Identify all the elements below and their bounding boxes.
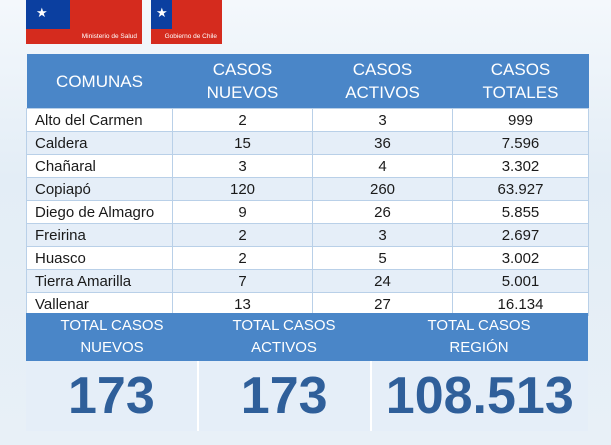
cell-totales: 5.001 xyxy=(452,269,589,293)
star-icon: ★ xyxy=(36,5,48,20)
header-casos-activos: CASOS ACTIVOS xyxy=(312,54,453,109)
table-row: Freirina 2 3 2.697 xyxy=(26,223,589,247)
ministerio-label: Ministerio de Salud xyxy=(26,29,142,44)
cell-activos: 3 xyxy=(312,108,453,132)
cell-activos: 27 xyxy=(312,292,453,316)
cell-activos: 260 xyxy=(312,177,453,201)
cell-totales: 999 xyxy=(452,108,589,132)
cell-comuna: Huasco xyxy=(26,246,173,270)
table-row: Copiapó 120 260 63.927 xyxy=(26,177,589,201)
cell-nuevos: 9 xyxy=(172,200,313,224)
table-row: Diego de Almagro 9 26 5.855 xyxy=(26,200,589,224)
table-row: Vallenar 13 27 16.134 xyxy=(26,292,589,316)
cell-comuna: Copiapó xyxy=(26,177,173,201)
cell-nuevos: 3 xyxy=(172,154,313,178)
header-casos-nuevos: CASOS NUEVOS xyxy=(172,54,313,109)
table-row: Tierra Amarilla 7 24 5.001 xyxy=(26,269,589,293)
table-header-row: COMUNAS CASOS NUEVOS CASOS ACTIVOS CASOS TO… xyxy=(26,54,589,109)
chile-flag-icon: ★ xyxy=(26,0,142,29)
cell-activos: 3 xyxy=(312,223,453,247)
cell-nuevos: 7 xyxy=(172,269,313,293)
total-nuevos-value: 173 xyxy=(26,361,199,431)
cell-totales: 63.927 xyxy=(452,177,589,201)
total-region-value: 108.513 xyxy=(385,367,574,425)
cell-totales: 3.002 xyxy=(452,246,589,270)
cell-activos: 5 xyxy=(312,246,453,270)
table-body: Alto del Carmen 2 3 999 Caldera 15 36 7.596 Chañ… xyxy=(26,108,589,316)
cell-activos: 4 xyxy=(312,154,453,178)
cell-totales: 7.596 xyxy=(452,131,589,155)
cell-nuevos: 2 xyxy=(172,223,313,247)
cell-activos: 24 xyxy=(312,269,453,293)
cell-comuna: Tierra Amarilla xyxy=(26,269,173,293)
table-row: Huasco 2 5 3.002 xyxy=(26,246,589,270)
table-row: Alto del Carmen 2 3 999 xyxy=(26,108,589,132)
cell-comuna: Alto del Carmen xyxy=(26,108,173,132)
gobierno-de-chile-logo: ★ Gobierno de Chile xyxy=(151,0,222,44)
total-nuevos-label: TOTAL CASOS NUEVOS xyxy=(60,317,164,356)
gobierno-label: Gobierno de Chile xyxy=(151,29,222,44)
cell-nuevos: 2 xyxy=(172,246,313,270)
table-row: Caldera 15 36 7.596 xyxy=(26,131,589,155)
cell-comuna: Freirina xyxy=(26,223,173,247)
cell-comuna: Caldera xyxy=(26,131,173,155)
cell-totales: 2.697 xyxy=(452,223,589,247)
cell-nuevos: 2 xyxy=(172,108,313,132)
ministerio-de-salud-logo: ★ Ministerio de Salud xyxy=(26,0,142,44)
chile-flag-icon: ★ xyxy=(151,0,222,29)
cell-totales: 3.302 xyxy=(452,154,589,178)
table-row: Chañaral 3 4 3.302 xyxy=(26,154,589,178)
cell-nuevos: 120 xyxy=(172,177,313,201)
cell-nuevos: 13 xyxy=(172,292,313,316)
totals-values: 173 173 108.513 xyxy=(26,361,588,431)
cell-totales: 5.855 xyxy=(452,200,589,224)
cell-totales: 16.134 xyxy=(452,292,589,316)
header-comunas: COMUNAS xyxy=(26,54,173,109)
totals-header: TOTAL CASOS NUEVOS TOTAL CASOS ACTIVOS TOT… xyxy=(26,313,588,361)
totals-panel: TOTAL CASOS NUEVOS TOTAL CASOS ACTIVOS TOT… xyxy=(26,313,588,431)
cases-table: COMUNAS CASOS NUEVOS CASOS ACTIVOS CASOS TO… xyxy=(26,54,589,316)
cell-activos: 36 xyxy=(312,131,453,155)
cell-nuevos: 15 xyxy=(172,131,313,155)
cell-activos: 26 xyxy=(312,200,453,224)
cell-comuna: Chañaral xyxy=(26,154,173,178)
cell-comuna: Diego de Almagro xyxy=(26,200,173,224)
star-icon: ★ xyxy=(156,5,168,20)
total-region-label: TOTAL CASOS REGIÓN xyxy=(427,317,531,356)
header-casos-totales: CASOS TOTALES xyxy=(452,54,589,109)
total-activos-label: TOTAL CASOS ACTIVOS xyxy=(232,317,336,356)
total-activos-value: 173 xyxy=(199,361,372,431)
